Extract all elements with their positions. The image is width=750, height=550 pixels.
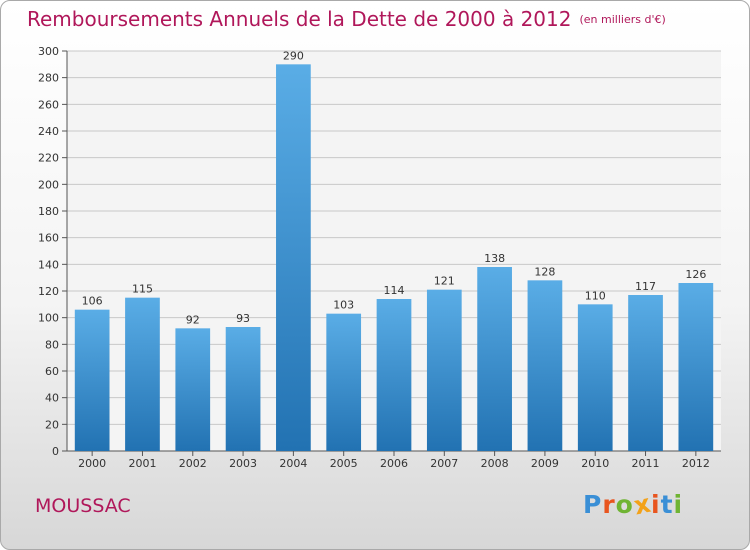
x-tick-label-2012: 2012 (682, 457, 710, 470)
data-label-2011: 117 (635, 280, 656, 293)
chart-title: Remboursements Annuels de la Dette de 20… (27, 7, 666, 31)
x-tick-label-2010: 2010 (581, 457, 609, 470)
bar-2007 (426, 289, 462, 451)
bar-2011 (628, 295, 663, 451)
bar-2003 (225, 327, 261, 451)
x-tick-label-2002: 2002 (179, 457, 207, 470)
y-tick-label: 40 (45, 392, 59, 405)
data-label-2009: 128 (534, 265, 555, 278)
x-tick-label-2009: 2009 (531, 457, 559, 470)
y-tick-label: 160 (38, 232, 59, 245)
y-tick-label: 220 (38, 152, 59, 165)
x-tick-label-2008: 2008 (481, 457, 509, 470)
x-tick-label-2005: 2005 (330, 457, 358, 470)
data-label-2001: 115 (132, 283, 153, 296)
proxiti-logo[interactable]: Proxiti (583, 489, 684, 521)
logo-letter: i (673, 490, 684, 519)
y-tick-label: 140 (38, 258, 59, 271)
commune-name: MOUSSAC (35, 495, 131, 517)
y-tick-label: 100 (38, 312, 59, 325)
y-tick-label: 0 (52, 445, 59, 458)
bar-2008 (477, 267, 512, 451)
y-tick-label: 280 (38, 72, 59, 85)
x-tick-label-2001: 2001 (128, 457, 156, 470)
chart-unit: (en milliers d'€) (579, 13, 666, 26)
data-label-2007: 121 (434, 275, 455, 288)
bar-2001 (125, 297, 160, 451)
bar-2006 (376, 299, 412, 451)
y-tick-label: 240 (38, 125, 59, 138)
data-label-2002: 92 (186, 313, 200, 326)
bar-2009 (527, 280, 563, 451)
bar-2004 (276, 64, 311, 452)
data-label-2010: 110 (585, 289, 606, 302)
bar-2002 (175, 328, 211, 451)
x-tick-label-2006: 2006 (380, 457, 408, 470)
chart-title-text: Remboursements Annuels de la Dette de 20… (27, 7, 572, 31)
bar-2000 (74, 309, 110, 451)
data-label-2005: 103 (333, 299, 354, 312)
logo-letter: o (615, 490, 634, 519)
data-label-2003: 93 (236, 312, 250, 325)
y-tick-label: 200 (38, 178, 59, 191)
data-label-2000: 106 (82, 295, 103, 308)
x-tick-label-2003: 2003 (229, 457, 257, 470)
x-tick-label-2000: 2000 (78, 457, 106, 470)
y-tick-label: 80 (45, 338, 59, 351)
y-tick-label: 260 (38, 98, 59, 111)
y-tick-label: 180 (38, 205, 59, 218)
bar-2005 (326, 313, 362, 451)
bar-2010 (577, 304, 613, 451)
axes: 0 20 40 60 80 100 120 140 160 180 200 220 240 260 280 3… (38, 45, 721, 470)
data-label-2004: 290 (283, 49, 304, 62)
y-tick-label: 300 (38, 45, 59, 58)
y-tick-label: 60 (45, 365, 59, 378)
x-tick-label-2004: 2004 (279, 457, 307, 470)
data-label-2012: 126 (685, 268, 706, 281)
labels: 106 115 92 93 290 103 114 121 138 128 110 117 126 (82, 49, 707, 326)
bar-2012 (678, 283, 714, 451)
y-tick-label: 120 (38, 285, 59, 298)
data-label-2008: 138 (484, 252, 505, 265)
y-tick-label: 20 (45, 418, 59, 431)
data-label-2006: 114 (384, 284, 405, 297)
bars (74, 64, 714, 452)
x-tick-label-2011: 2011 (632, 457, 660, 470)
logo-letter: t (660, 490, 674, 519)
logo-letter: r (602, 490, 616, 519)
logo-letter: P (583, 490, 603, 519)
logo-letter: i (651, 490, 661, 519)
x-tick-label-2007: 2007 (430, 457, 458, 470)
